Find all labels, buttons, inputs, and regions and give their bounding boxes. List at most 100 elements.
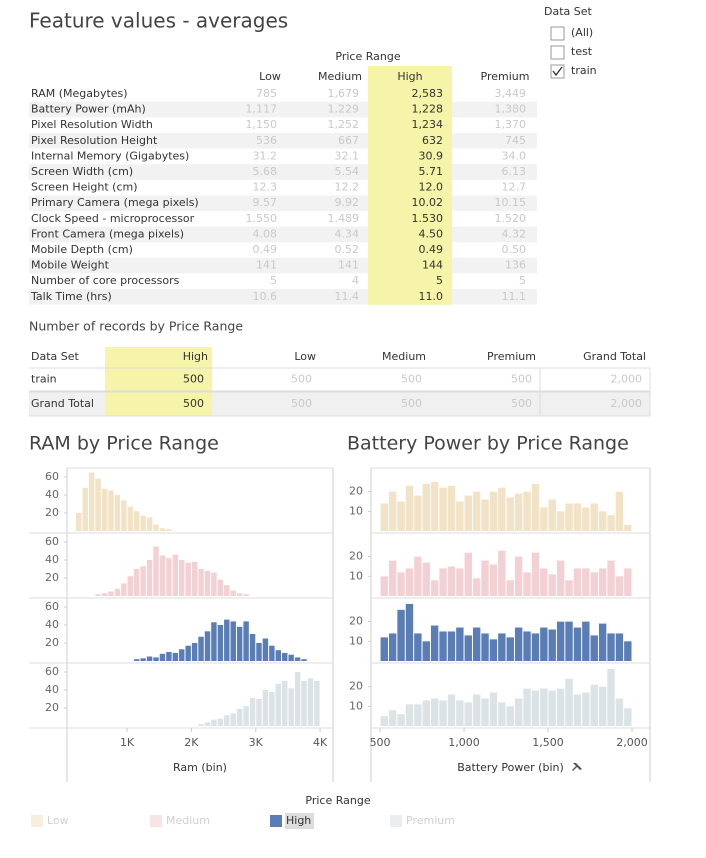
cell: train bbox=[31, 373, 57, 386]
x-tick-label: 1K bbox=[120, 736, 135, 749]
cell: 1.530 bbox=[412, 212, 444, 225]
histogram-bar bbox=[301, 681, 307, 726]
cell: 11.1 bbox=[502, 290, 527, 303]
y-tick-label: 20 bbox=[45, 636, 59, 649]
y-tick-label: 20 bbox=[349, 680, 363, 693]
histogram-bar bbox=[498, 550, 506, 596]
legend-label[interactable]: Premium bbox=[406, 814, 455, 827]
histogram-bar bbox=[590, 684, 598, 726]
histogram-bar bbox=[624, 568, 632, 596]
y-tick-label: 10 bbox=[349, 634, 363, 647]
histogram-bar bbox=[288, 688, 294, 726]
histogram-bar bbox=[598, 568, 607, 596]
legend-swatch[interactable] bbox=[390, 815, 402, 827]
histogram-bar bbox=[523, 688, 531, 726]
histogram-bar bbox=[422, 483, 430, 531]
histogram-bar bbox=[447, 694, 456, 726]
histogram-bar bbox=[556, 511, 565, 531]
y-tick-label: 20 bbox=[349, 550, 363, 563]
histogram-bar bbox=[573, 503, 582, 531]
histogram-bar bbox=[439, 487, 447, 531]
pin-icon bbox=[572, 763, 582, 771]
histogram-bar bbox=[565, 678, 573, 726]
y-tick-label: 20 bbox=[45, 571, 59, 584]
cell: 0.49 bbox=[253, 243, 278, 256]
histogram-bar bbox=[439, 631, 447, 661]
histogram-bar bbox=[101, 593, 108, 596]
row-label: Battery Power (mAh) bbox=[31, 103, 146, 116]
cell: 785 bbox=[256, 87, 277, 100]
histogram-bar bbox=[262, 638, 269, 661]
column-header: Low bbox=[294, 350, 316, 363]
histogram-bar bbox=[548, 690, 556, 726]
legend-label[interactable]: Low bbox=[47, 814, 69, 827]
histogram-bar bbox=[456, 568, 464, 596]
histogram-bar bbox=[230, 621, 236, 661]
histogram-bar bbox=[481, 698, 489, 726]
cell: 1,117 bbox=[246, 103, 278, 116]
histogram-bar bbox=[101, 488, 108, 531]
row-label: Mobile Depth (cm) bbox=[31, 243, 133, 256]
histogram-bar bbox=[498, 702, 506, 726]
histogram-bar bbox=[179, 560, 185, 596]
histogram-bar bbox=[217, 579, 224, 596]
legend-label[interactable]: High bbox=[286, 814, 311, 827]
histogram-bar bbox=[243, 706, 249, 726]
legend-swatch[interactable] bbox=[150, 815, 162, 827]
histogram-bar bbox=[230, 713, 236, 726]
cell: 6.13 bbox=[502, 165, 527, 178]
y-tick-label: 10 bbox=[349, 569, 363, 582]
histogram-bar bbox=[172, 554, 179, 596]
histogram-bar bbox=[140, 658, 146, 661]
cell: 4.34 bbox=[335, 227, 360, 240]
histogram-bar bbox=[523, 572, 531, 596]
histogram-bar bbox=[422, 700, 430, 726]
legend-swatch[interactable] bbox=[31, 815, 43, 827]
cell: 4.50 bbox=[419, 227, 444, 240]
histogram-bar bbox=[282, 681, 288, 726]
legend-swatch[interactable] bbox=[270, 815, 282, 827]
histogram-bar bbox=[243, 594, 249, 596]
histogram-bar bbox=[607, 560, 615, 596]
cell: 31.2 bbox=[253, 149, 278, 162]
row-label: Internal Memory (Gigabytes) bbox=[31, 149, 189, 162]
histogram-bar bbox=[531, 483, 540, 531]
histogram-bar bbox=[590, 503, 598, 531]
column-header: High bbox=[183, 350, 208, 363]
cell: 1,150 bbox=[246, 118, 278, 131]
histogram-bar bbox=[514, 627, 523, 661]
filter-option[interactable]: test bbox=[571, 45, 593, 58]
histogram-bar bbox=[430, 698, 439, 726]
histogram-bar bbox=[464, 495, 472, 531]
y-tick-label: 40 bbox=[45, 553, 59, 566]
histogram-bar bbox=[405, 603, 414, 661]
checkbox[interactable] bbox=[550, 26, 565, 41]
cell: 745 bbox=[505, 134, 526, 147]
histogram-bar bbox=[481, 560, 489, 596]
legend-label[interactable]: Medium bbox=[166, 814, 210, 827]
y-tick-label: 20 bbox=[349, 485, 363, 498]
histogram-bar bbox=[565, 621, 573, 661]
row-label: Screen Width (cm) bbox=[31, 165, 133, 178]
cell: 1,380 bbox=[495, 103, 527, 116]
cell: 500 bbox=[401, 373, 422, 386]
row-label: Clock Speed - microprocessor bbox=[31, 212, 195, 225]
cell: 536 bbox=[256, 134, 277, 147]
histogram-bar bbox=[159, 528, 166, 531]
cell: 9.57 bbox=[253, 196, 278, 209]
cell: Grand Total bbox=[31, 397, 94, 410]
table-title: Number of records by Price Range bbox=[29, 319, 243, 334]
histogram-bar bbox=[172, 652, 179, 661]
filter-option[interactable]: train bbox=[571, 64, 597, 77]
histogram-bar bbox=[540, 568, 548, 596]
row-label: Number of core processors bbox=[31, 274, 180, 287]
cell: 144 bbox=[422, 259, 443, 272]
cell: 141 bbox=[338, 259, 359, 272]
checkbox[interactable] bbox=[550, 45, 565, 60]
filter-option[interactable]: (All) bbox=[571, 26, 593, 39]
histogram-bar bbox=[388, 633, 397, 661]
histogram-bar bbox=[198, 724, 204, 726]
histogram-bar bbox=[224, 715, 230, 726]
histogram-bar bbox=[127, 576, 133, 596]
